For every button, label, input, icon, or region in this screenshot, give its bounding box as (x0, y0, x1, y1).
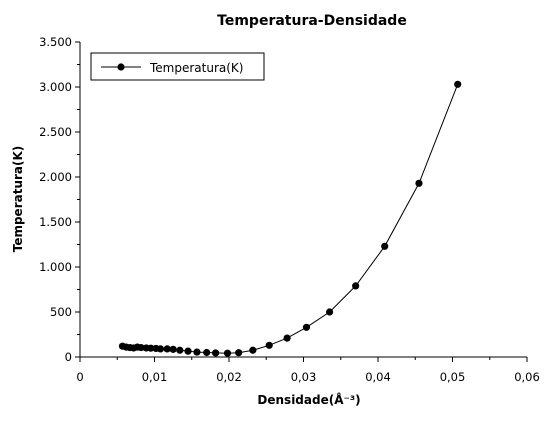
data-point (137, 343, 145, 352)
data-point (249, 346, 257, 354)
data-point (454, 80, 462, 88)
data-point (203, 348, 211, 357)
axes: 0 500 1.000 1.500 2.000 2.500 3.000 3.500 0 0,01 0… (39, 35, 540, 384)
series-line (122, 84, 459, 354)
data-point (325, 308, 334, 316)
data-point (352, 282, 360, 290)
legend: Temperatura(K) (90, 52, 265, 81)
y-tick-label: 3.000 (39, 80, 72, 94)
data-point (381, 242, 389, 250)
chart-title: Temperatura-Densidade (217, 13, 407, 29)
data-point (415, 179, 423, 187)
data-point (302, 323, 311, 331)
data-point (184, 347, 192, 355)
y-tick-label: 3.500 (39, 35, 72, 49)
data-point (156, 345, 165, 353)
data-point (176, 346, 184, 354)
y-tick-label: 0 (65, 350, 72, 364)
legend-entry-label: Temperatura(K) (149, 61, 243, 75)
y-tick-label: 1.500 (39, 215, 72, 229)
data-point (147, 344, 155, 352)
data-point (193, 348, 201, 356)
x-tick-label: 0 (76, 370, 83, 384)
y-axis-label: Temperatura(K) (11, 146, 25, 253)
plot-area (118, 80, 462, 357)
data-point (265, 341, 273, 349)
x-tick-label: 0,02 (216, 370, 242, 384)
legend-marker (117, 63, 125, 71)
y-tick-label: 1.000 (39, 260, 72, 274)
x-tick-label: 0,03 (291, 370, 317, 384)
data-point (283, 334, 291, 342)
data-point (235, 349, 243, 357)
y-tick-label: 2.000 (39, 170, 72, 184)
x-tick-label: 0,05 (440, 370, 466, 384)
data-point (223, 349, 232, 357)
data-point (211, 349, 220, 357)
data-point (163, 345, 171, 353)
x-tick-label: 0,01 (142, 370, 168, 384)
y-tick-label: 500 (50, 305, 72, 319)
x-tick-label: 0,06 (514, 370, 540, 384)
x-tick-label: 0,04 (365, 370, 391, 384)
y-tick-label: 2.500 (39, 125, 72, 139)
x-axis-label: Densidade(Å⁻³) (257, 392, 360, 407)
data-point (169, 345, 177, 353)
